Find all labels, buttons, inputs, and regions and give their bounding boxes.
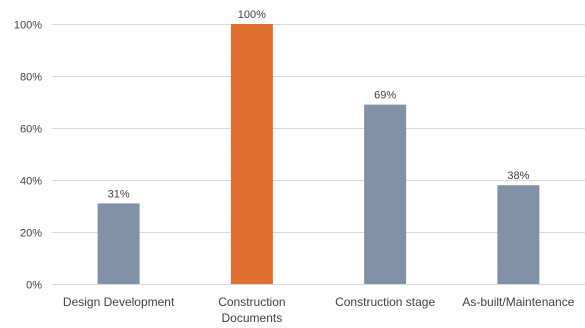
y-tick-label: 80%: [20, 72, 42, 84]
x-tick-label-line: Documents: [222, 311, 283, 325]
bar: [497, 185, 540, 284]
bar: [97, 203, 140, 284]
data-labels: 31% 100% 69% 38%: [108, 9, 530, 200]
data-label: 38%: [507, 170, 529, 182]
x-tick-label-line: Design Development: [63, 295, 175, 309]
y-tick-label: 20%: [20, 228, 42, 240]
x-axis-tick-labels: Design Development Construction DocumentsC…: [63, 295, 575, 325]
x-tick-label: Construction Documents: [218, 295, 285, 325]
y-tick-label: 60%: [20, 124, 42, 136]
x-tick-label: Construction stage: [335, 295, 435, 309]
x-tick-label: As-built/Maintenance: [462, 295, 574, 309]
y-tick-label: 100%: [14, 20, 42, 32]
data-label: 100%: [238, 9, 266, 21]
x-tick-label-line: Construction: [218, 295, 285, 309]
bar: [230, 24, 273, 284]
y-tick-label: 0%: [26, 280, 42, 292]
data-label: 31%: [108, 188, 130, 200]
data-label: 69%: [374, 90, 396, 102]
y-axis-tick-labels: 0% 20% 40% 60% 80% 100%: [14, 20, 42, 292]
x-tick-label: Design Development: [63, 295, 175, 309]
x-tick-label-line: Construction stage: [335, 295, 435, 309]
x-tick-label-line: As-built/Maintenance: [462, 295, 574, 309]
bar: [364, 104, 407, 284]
bars: [97, 24, 540, 284]
y-tick-label: 40%: [20, 176, 42, 188]
gridlines: [52, 24, 585, 285]
